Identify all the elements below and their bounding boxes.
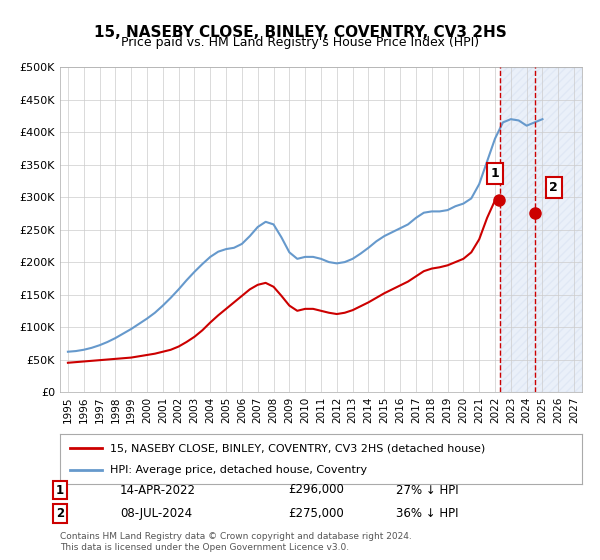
Text: 2: 2 xyxy=(56,507,64,520)
Text: 27% ↓ HPI: 27% ↓ HPI xyxy=(396,483,458,497)
Bar xyxy=(500,67,582,392)
Text: 15, NASEBY CLOSE, BINLEY, COVENTRY, CV3 2HS: 15, NASEBY CLOSE, BINLEY, COVENTRY, CV3 … xyxy=(94,25,506,40)
Text: 1: 1 xyxy=(56,483,64,497)
Bar xyxy=(500,67,582,392)
Text: £275,000: £275,000 xyxy=(288,507,344,520)
Text: 36% ↓ HPI: 36% ↓ HPI xyxy=(396,507,458,520)
Text: 2: 2 xyxy=(550,181,558,194)
Text: HPI: Average price, detached house, Coventry: HPI: Average price, detached house, Cove… xyxy=(110,465,367,475)
Text: 08-JUL-2024: 08-JUL-2024 xyxy=(120,507,192,520)
Text: Contains HM Land Registry data © Crown copyright and database right 2024.
This d: Contains HM Land Registry data © Crown c… xyxy=(60,532,412,552)
Text: 1: 1 xyxy=(490,167,499,180)
Text: £296,000: £296,000 xyxy=(288,483,344,497)
Text: 15, NASEBY CLOSE, BINLEY, COVENTRY, CV3 2HS (detached house): 15, NASEBY CLOSE, BINLEY, COVENTRY, CV3 … xyxy=(110,443,485,453)
Text: Price paid vs. HM Land Registry's House Price Index (HPI): Price paid vs. HM Land Registry's House … xyxy=(121,36,479,49)
Text: 14-APR-2022: 14-APR-2022 xyxy=(120,483,196,497)
